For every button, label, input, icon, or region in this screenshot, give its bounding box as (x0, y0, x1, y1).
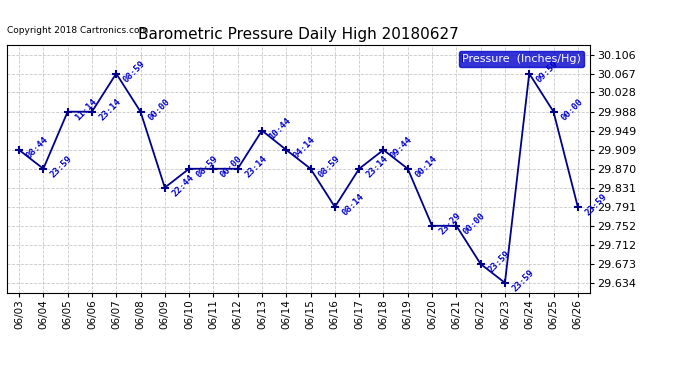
Text: 08:44: 08:44 (25, 135, 50, 160)
Text: 23:59: 23:59 (49, 154, 75, 179)
Text: 00:14: 00:14 (413, 154, 439, 179)
Text: 00:00: 00:00 (146, 97, 171, 122)
Text: 00:00: 00:00 (559, 97, 584, 122)
Text: 09:59: 09:59 (535, 58, 560, 84)
Text: 23:14: 23:14 (97, 97, 123, 122)
Text: 08:59: 08:59 (316, 154, 342, 179)
Text: 23:59: 23:59 (486, 249, 511, 274)
Legend: Pressure  (Inches/Hg): Pressure (Inches/Hg) (459, 51, 584, 67)
Text: 08:59: 08:59 (121, 58, 147, 84)
Text: 23:14: 23:14 (244, 154, 268, 179)
Text: 23:59: 23:59 (583, 192, 609, 217)
Text: 10:44: 10:44 (268, 116, 293, 141)
Text: 23:59: 23:59 (511, 268, 536, 293)
Text: 23:29: 23:29 (437, 211, 463, 236)
Text: 23:14: 23:14 (365, 154, 390, 179)
Text: 09:44: 09:44 (389, 135, 415, 160)
Text: 22:44: 22:44 (170, 173, 196, 198)
Text: 08:59: 08:59 (195, 154, 220, 179)
Text: 00:00: 00:00 (462, 211, 487, 236)
Text: 08:14: 08:14 (340, 192, 366, 217)
Text: 04:14: 04:14 (292, 135, 317, 160)
Title: Barometric Pressure Daily High 20180627: Barometric Pressure Daily High 20180627 (138, 27, 459, 42)
Text: Copyright 2018 Cartronics.com: Copyright 2018 Cartronics.com (7, 26, 148, 35)
Text: 11:14: 11:14 (73, 97, 99, 122)
Text: 00:00: 00:00 (219, 154, 244, 179)
